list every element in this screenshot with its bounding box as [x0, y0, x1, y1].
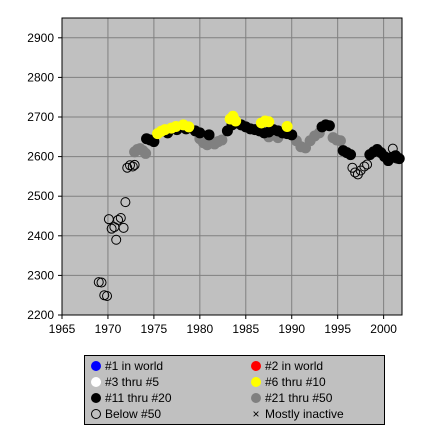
point-below50 [120, 197, 131, 208]
x-axis-ticks: 1965 1970 1975 1980 1985 1990 1995 2000 [49, 315, 397, 336]
point-below50 [111, 234, 122, 245]
y-tick-label: 2300 [27, 268, 54, 282]
point-rank11_20 [203, 129, 215, 141]
legend-marker-icon [251, 361, 261, 371]
point-below50 [118, 222, 129, 233]
y-tick-label: 2600 [27, 150, 54, 164]
legend-label: Below #50 [105, 407, 162, 421]
legend-item-rank11_20: #11 thru #20 [91, 390, 172, 406]
legend-marker-icon [251, 377, 261, 387]
point-below50 [362, 159, 373, 170]
legend-marker-icon [91, 361, 101, 371]
point-rank11_20 [393, 153, 405, 165]
legend-marker-icon [91, 393, 101, 403]
x-tick-label: 1995 [324, 322, 351, 336]
point-rank6_10 [281, 121, 293, 133]
y-tick-label: 2200 [27, 308, 54, 322]
data-points [93, 110, 405, 301]
point-below50 [96, 277, 107, 288]
point-below50 [359, 161, 370, 172]
x-tick-label: 1990 [278, 322, 305, 336]
y-tick-label: 2400 [27, 229, 54, 243]
point-rank6_10 [230, 115, 242, 127]
point-rank21_50 [334, 135, 346, 147]
legend-item-rank2: #2 in world [251, 358, 323, 374]
legend-item-rank6_10: #6 thru #10 [251, 374, 326, 390]
point-below50 [113, 214, 124, 225]
point-rank21_50 [216, 134, 228, 146]
legend-marker-icon [91, 409, 101, 419]
point-rank11_20 [323, 120, 335, 132]
point-rank6_10 [183, 121, 195, 133]
point-below50 [106, 223, 117, 234]
x-tick-label: 1970 [95, 322, 122, 336]
point-below50 [127, 161, 138, 172]
legend-marker-icon [251, 393, 261, 403]
x-tick-label: 1980 [186, 322, 213, 336]
x-tick-label: 1965 [49, 322, 76, 336]
plot-border [61, 17, 403, 316]
point-rank11_20 [286, 129, 298, 141]
legend-marker-icon [91, 377, 101, 387]
legend-item-rank1: #1 in world [91, 358, 163, 374]
legend-item-rank21_50: #21 thru #50 [251, 390, 332, 406]
point-rank6_10 [263, 116, 275, 128]
legend-item-rank3_5: #3 thru #5 [91, 374, 159, 390]
legend-item-inactive: × Mostly inactive [251, 406, 344, 422]
y-tick-label: 2800 [27, 70, 54, 84]
legend-label: Mostly inactive [265, 407, 344, 421]
x-tick-label: 2000 [370, 322, 397, 336]
legend-label: #11 thru #20 [105, 391, 172, 405]
point-below50 [115, 212, 126, 223]
legend-label: #1 in world [105, 359, 164, 373]
point-below50 [350, 167, 361, 178]
legend-item-below50: Below #50 [91, 406, 161, 422]
legend-label: #3 thru #5 [105, 375, 160, 389]
point-rank21_50 [140, 147, 152, 159]
point-below50 [129, 159, 140, 170]
legend: #1 in world #2 in world #3 thru #5 #6 thru … [84, 355, 385, 425]
legend-marker-icon: × [252, 407, 260, 421]
point-rank11_20 [345, 149, 357, 161]
y-tick-label: 2500 [27, 189, 54, 203]
legend-label: #21 thru #50 [265, 391, 333, 405]
point-below50 [102, 290, 113, 301]
legend-label: #2 in world [265, 359, 324, 373]
plot-area [61, 17, 403, 316]
point-below50 [122, 162, 133, 173]
y-tick-label: 2700 [27, 110, 54, 124]
point-rank11_20 [194, 127, 206, 139]
x-tick-label: 1975 [141, 322, 168, 336]
legend-label: #6 thru #10 [265, 375, 326, 389]
y-tick-label: 2900 [27, 31, 54, 45]
x-tick-label: 1985 [232, 322, 259, 336]
y-axis-ticks: 2200 2300 2400 2500 2600 2700 2800 2900 [27, 31, 62, 322]
